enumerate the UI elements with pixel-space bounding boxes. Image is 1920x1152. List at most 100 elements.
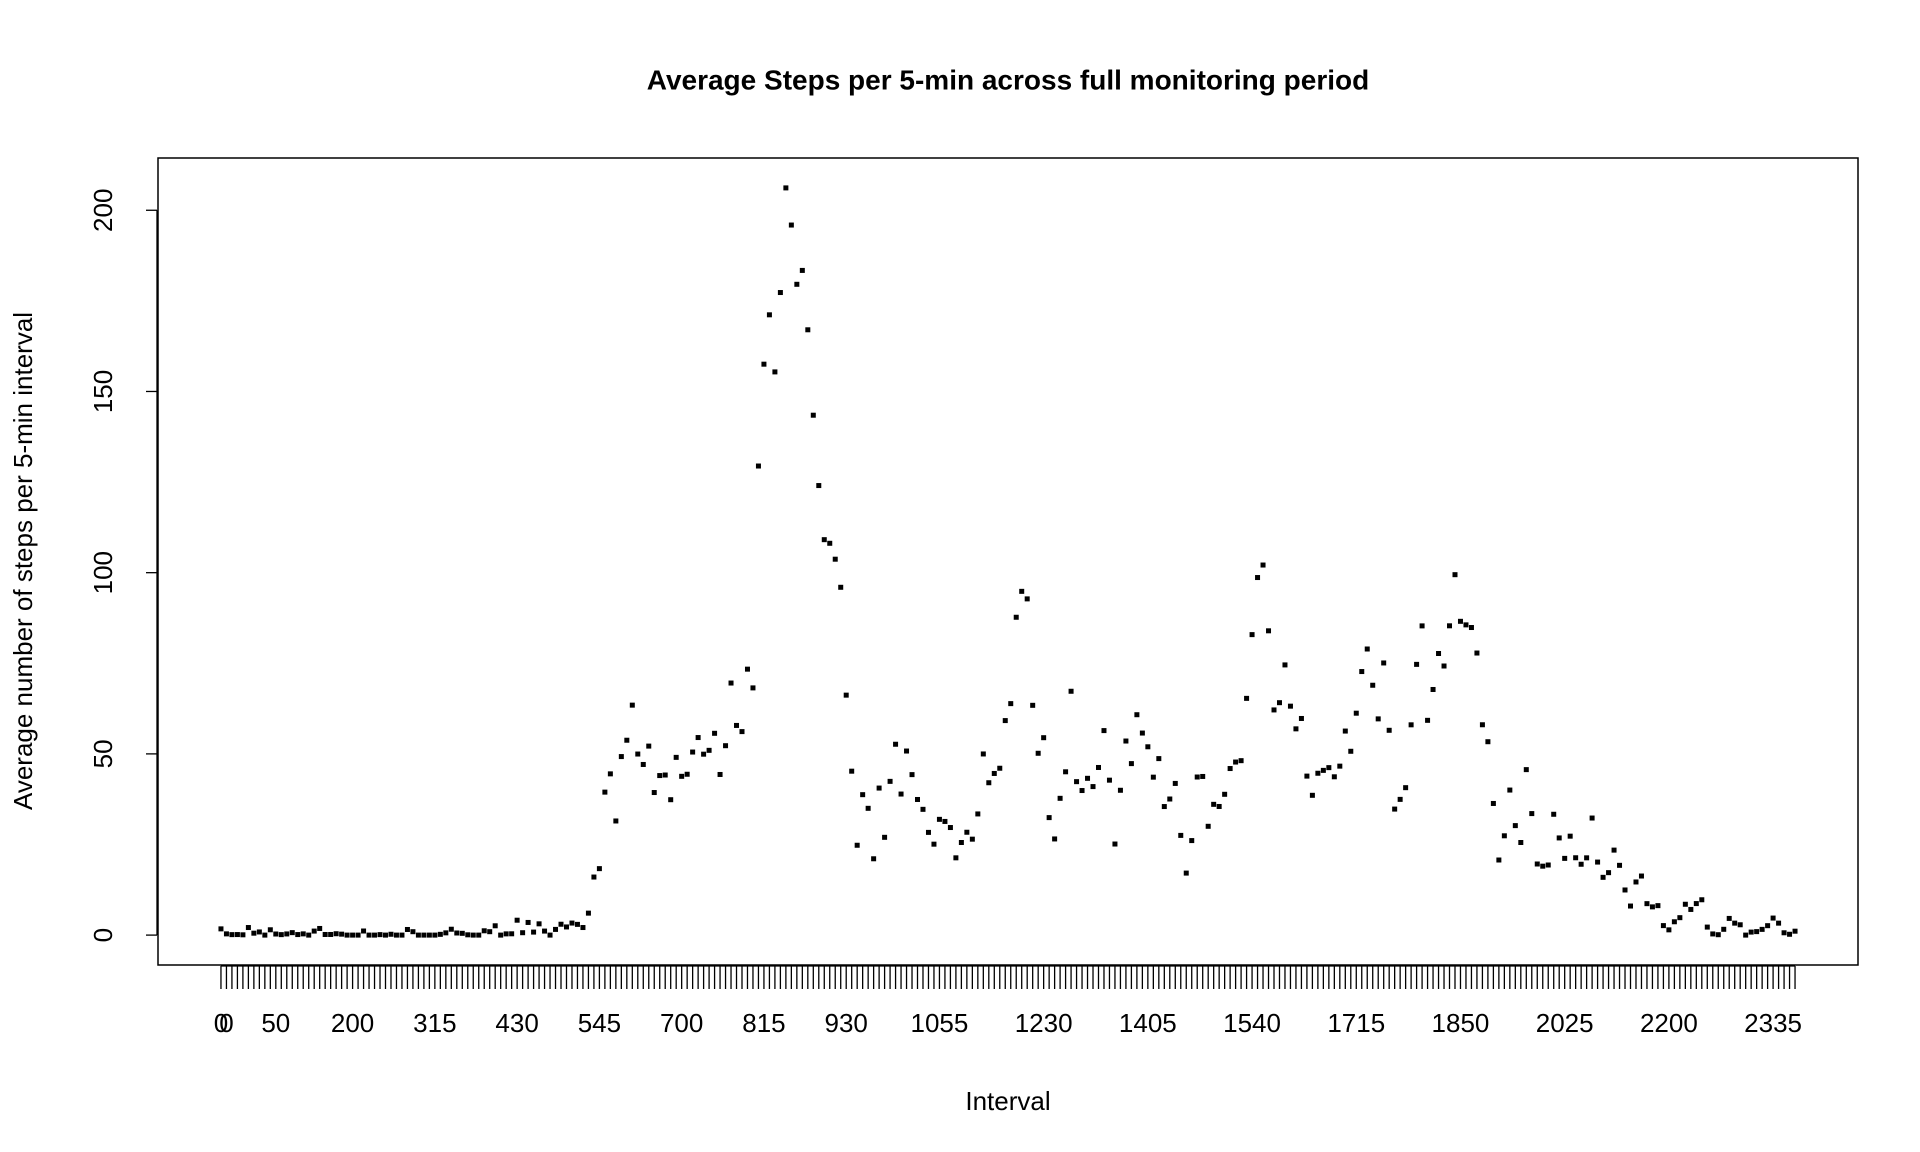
point [1298, 715, 1304, 721]
point [712, 730, 718, 736]
point [1490, 800, 1496, 806]
point [1600, 874, 1606, 880]
point [328, 931, 334, 937]
point [410, 929, 416, 935]
point [734, 722, 740, 728]
point [1792, 928, 1798, 934]
point [887, 778, 893, 784]
point [1595, 859, 1601, 865]
point [1167, 796, 1173, 802]
point [1128, 761, 1134, 767]
point [558, 921, 564, 927]
point [1392, 806, 1398, 812]
point [1666, 927, 1672, 933]
point [383, 932, 389, 938]
point [920, 806, 926, 812]
point [1030, 702, 1036, 708]
point [1205, 823, 1211, 829]
point [317, 925, 323, 931]
point [936, 816, 942, 822]
point [432, 932, 438, 938]
point [871, 856, 877, 862]
point [964, 829, 970, 835]
point [476, 932, 482, 938]
point [1364, 646, 1370, 652]
point [1260, 562, 1266, 568]
point [1200, 773, 1206, 779]
point [311, 928, 317, 934]
x-tick-label: 1850 [1432, 1008, 1490, 1038]
point [898, 791, 904, 797]
point [1474, 650, 1480, 656]
point [1622, 887, 1628, 893]
point [1189, 838, 1195, 844]
point [1617, 862, 1623, 868]
point [1688, 906, 1694, 912]
point [657, 773, 663, 779]
point [1139, 730, 1145, 736]
point [372, 932, 378, 938]
point [525, 919, 531, 925]
point [1704, 924, 1710, 930]
point [574, 921, 580, 927]
point [1732, 920, 1738, 926]
point [904, 748, 910, 754]
point [344, 932, 350, 938]
point [1183, 870, 1189, 876]
point [1172, 780, 1178, 786]
point [986, 780, 992, 786]
y-tick-label: 150 [88, 370, 118, 413]
point [958, 840, 964, 846]
point [1419, 623, 1425, 629]
point [1501, 833, 1507, 839]
point [1441, 663, 1447, 669]
point [322, 931, 328, 937]
point [832, 556, 838, 562]
point [1512, 823, 1518, 829]
point [810, 412, 816, 418]
y-tick-label: 0 [88, 928, 118, 942]
point [1457, 618, 1463, 624]
point [1068, 688, 1074, 694]
point [465, 932, 471, 938]
x-axis-title: Interval [965, 1086, 1050, 1116]
point [980, 751, 986, 757]
point [1523, 767, 1529, 773]
x-tick-label: 545 [578, 1008, 621, 1038]
point [969, 836, 975, 842]
point [366, 932, 372, 938]
point [1331, 774, 1337, 780]
point [1117, 787, 1123, 793]
point [1770, 915, 1776, 921]
point [245, 925, 251, 931]
x-tick-label: 1230 [1015, 1008, 1073, 1038]
point [865, 805, 871, 811]
point [1013, 614, 1019, 620]
point [1249, 632, 1255, 638]
point [1282, 662, 1288, 668]
point [1381, 660, 1387, 666]
point [580, 925, 586, 931]
point [1266, 628, 1272, 634]
plot-frame [157, 157, 1859, 966]
point [838, 584, 844, 590]
point [404, 926, 410, 932]
point [1518, 840, 1524, 846]
point [1425, 717, 1431, 723]
point [1644, 901, 1650, 907]
point [931, 841, 937, 847]
point [229, 932, 235, 938]
point [1754, 929, 1760, 935]
point [821, 537, 827, 543]
point [1095, 764, 1101, 770]
x-tick-label: 1405 [1119, 1008, 1177, 1038]
point [223, 931, 229, 937]
y-axis-title: Average number of steps per 5-min interv… [8, 312, 38, 810]
point [333, 931, 339, 937]
point [706, 747, 712, 753]
point [1074, 779, 1080, 785]
point [728, 680, 734, 686]
point [377, 932, 383, 938]
point [1496, 857, 1502, 863]
point [860, 792, 866, 798]
